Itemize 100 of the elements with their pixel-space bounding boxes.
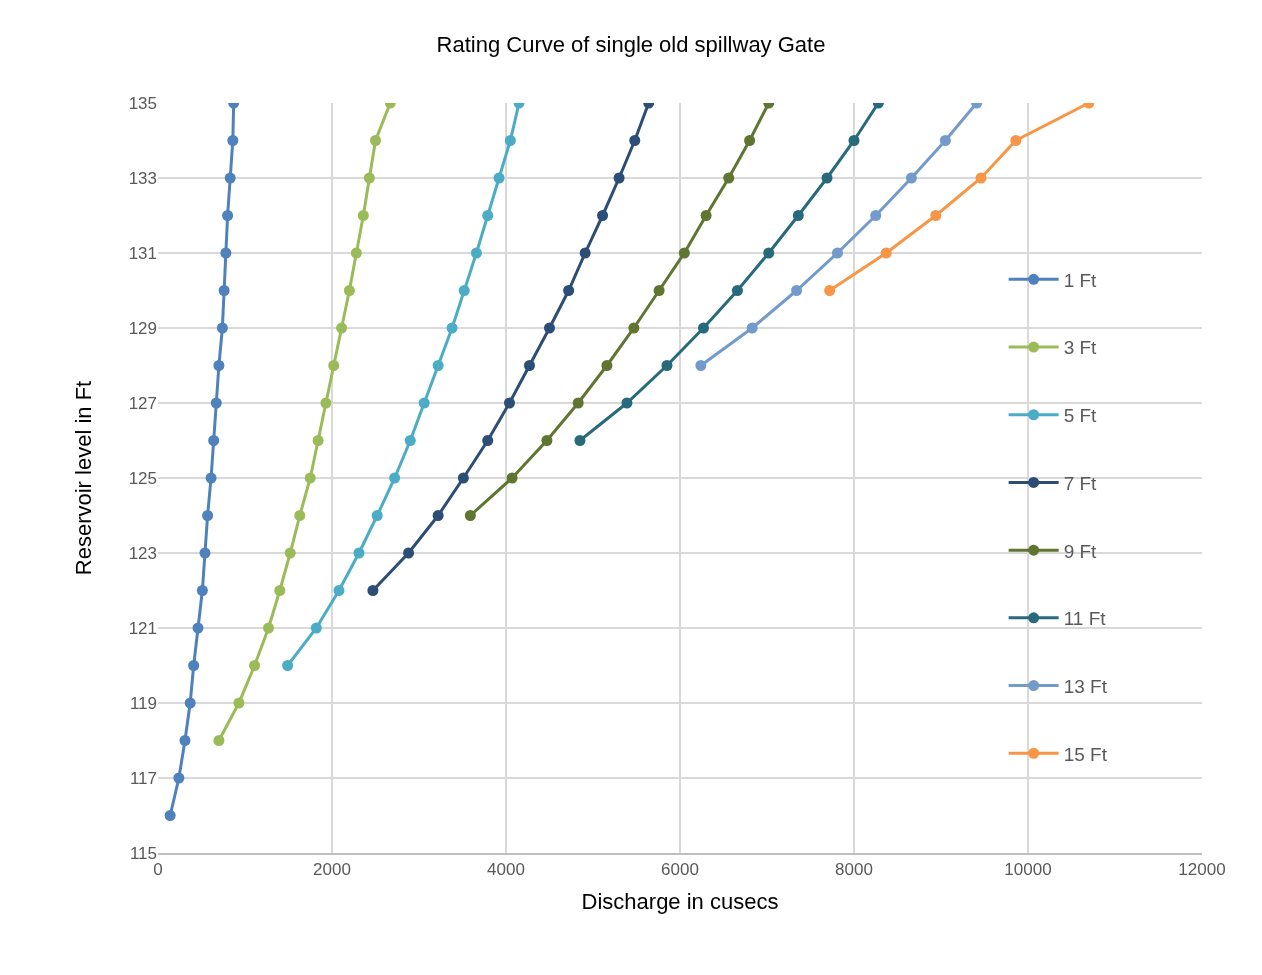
point xyxy=(523,360,535,371)
legend-label: 9 Ft xyxy=(1063,540,1098,562)
point xyxy=(371,510,383,521)
legend-label: 5 Ft xyxy=(1063,405,1098,427)
point xyxy=(173,772,185,784)
y-tick-label: 129 xyxy=(128,318,157,338)
point xyxy=(274,585,286,596)
point xyxy=(312,435,324,446)
legend-label: 1 Ft xyxy=(1063,269,1098,291)
point xyxy=(572,397,584,409)
point xyxy=(831,247,843,259)
point xyxy=(504,135,516,146)
point xyxy=(432,360,444,371)
legend-label: 11 Ft xyxy=(1063,608,1107,630)
point xyxy=(905,172,917,184)
point xyxy=(367,585,379,596)
point xyxy=(389,472,401,484)
point xyxy=(210,397,222,409)
point xyxy=(233,697,245,709)
point xyxy=(880,247,892,259)
point xyxy=(1010,135,1022,146)
point xyxy=(723,172,735,184)
point xyxy=(700,210,712,221)
point xyxy=(216,322,228,334)
point xyxy=(824,285,836,296)
point xyxy=(792,210,804,221)
point xyxy=(310,622,322,634)
point xyxy=(482,435,494,446)
point xyxy=(179,735,191,746)
point xyxy=(848,135,860,146)
y-tick-label: 117 xyxy=(129,768,157,788)
point xyxy=(205,472,217,484)
point xyxy=(446,322,458,334)
point xyxy=(370,135,381,146)
point xyxy=(613,172,625,184)
point xyxy=(458,285,470,296)
point xyxy=(870,210,882,221)
x-tick-label: 4000 xyxy=(487,860,525,880)
point xyxy=(363,172,375,184)
point xyxy=(188,660,200,671)
point xyxy=(628,322,640,334)
point xyxy=(791,285,803,296)
y-tick-label: 131 xyxy=(128,243,157,263)
x-tick-label: 2000 xyxy=(313,860,351,880)
point xyxy=(939,135,951,146)
x-tick-label: 6000 xyxy=(661,860,699,880)
point xyxy=(208,435,220,446)
point xyxy=(678,247,690,259)
point xyxy=(213,735,225,746)
point xyxy=(199,547,211,559)
point xyxy=(357,210,369,221)
point xyxy=(336,322,348,334)
point xyxy=(470,247,482,259)
y-tick-label: 115 xyxy=(129,843,157,863)
point xyxy=(432,510,444,521)
point xyxy=(353,547,365,559)
point xyxy=(464,510,476,521)
point xyxy=(821,172,833,184)
x-tick-label: 8000 xyxy=(835,860,873,880)
point xyxy=(343,285,355,296)
x-tick-label: 10000 xyxy=(1004,860,1052,880)
point xyxy=(506,472,518,484)
legend-label: 13 Ft xyxy=(1063,675,1108,697)
point xyxy=(404,435,416,446)
point xyxy=(350,247,362,259)
point xyxy=(202,510,214,521)
point xyxy=(601,360,613,371)
point xyxy=(541,435,553,446)
point xyxy=(744,135,756,146)
x-tick-label: 12000 xyxy=(1178,860,1226,880)
point xyxy=(304,472,316,484)
point xyxy=(763,247,775,259)
point xyxy=(249,660,261,671)
y-tick-label: 125 xyxy=(128,468,157,488)
point xyxy=(328,360,340,371)
point xyxy=(697,322,709,334)
y-tick-label: 121 xyxy=(128,618,157,638)
point xyxy=(403,547,415,559)
point xyxy=(695,360,707,371)
x-axis-title: Discharge in cusecs xyxy=(581,888,779,914)
point xyxy=(661,360,673,371)
point xyxy=(284,547,296,559)
point xyxy=(294,510,306,521)
point xyxy=(418,397,430,409)
point xyxy=(629,135,641,146)
y-tick-label: 133 xyxy=(128,168,157,188)
legend-label: 7 Ft xyxy=(1063,472,1098,494)
point xyxy=(731,285,743,296)
x-tick-label: 0 xyxy=(153,860,163,880)
point xyxy=(930,210,942,221)
point xyxy=(975,172,987,184)
point xyxy=(493,172,505,184)
y-axis-title: Reservoir level in Ft xyxy=(71,380,97,576)
point xyxy=(218,285,230,296)
point xyxy=(196,585,208,596)
point xyxy=(503,397,515,409)
legend-label: 3 Ft xyxy=(1063,337,1098,359)
point xyxy=(164,810,176,821)
point xyxy=(262,622,274,634)
point xyxy=(192,622,204,634)
